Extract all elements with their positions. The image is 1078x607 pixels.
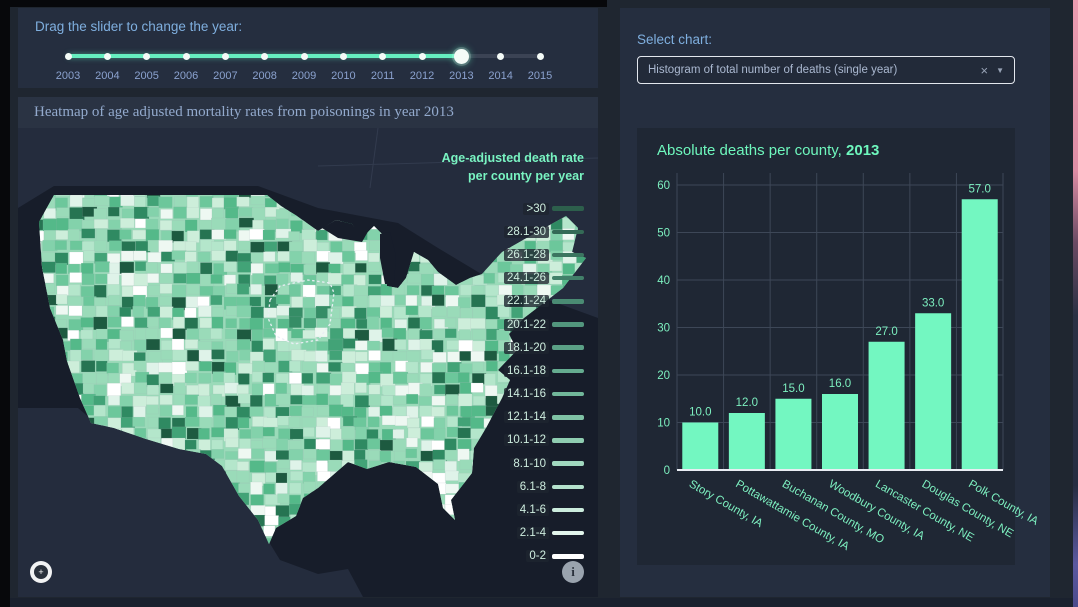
slider-mark-dot-2007[interactable] bbox=[221, 52, 229, 60]
bar-chart-title: Absolute deaths per county, 2013 bbox=[657, 142, 880, 159]
bar-value-label: 15.0 bbox=[782, 383, 804, 395]
bar-value-label: 57.0 bbox=[969, 183, 991, 195]
y-tick-label: 20 bbox=[657, 370, 670, 382]
slider-mark-label-2012: 2012 bbox=[409, 70, 435, 82]
year-slider-card: Drag the slider to change the year: 2003… bbox=[18, 8, 598, 88]
year-slider[interactable]: 2003 2004 2005 2006 2007 2008 2009 2010 2011 2012… bbox=[56, 46, 552, 82]
slider-mark-dot-2015[interactable] bbox=[536, 52, 544, 60]
slider-mark-dot-2004[interactable] bbox=[103, 52, 111, 60]
slider-mark-label-2011: 2011 bbox=[370, 70, 395, 82]
slider-mark-label-2010: 2010 bbox=[331, 70, 356, 82]
bar-Woodbury County, IA[interactable] bbox=[822, 394, 858, 470]
select-chart-label: Select chart: bbox=[637, 32, 713, 47]
slider-mark-label-2015: 2015 bbox=[527, 70, 553, 82]
chart-panel: Select chart: Histogram of total number … bbox=[620, 8, 1050, 597]
chevron-down-icon[interactable]: ▼ bbox=[996, 65, 1004, 75]
slider-mark-label-2004: 2004 bbox=[95, 70, 120, 82]
slider-mark-label-2006: 2006 bbox=[173, 70, 199, 82]
page-scrollbar[interactable] bbox=[1073, 0, 1078, 607]
dropdown-selected-value: Histogram of total number of deaths (sin… bbox=[648, 64, 898, 76]
map-info-button[interactable]: i bbox=[562, 561, 584, 583]
slider-mark-dot-2003[interactable] bbox=[64, 52, 72, 60]
y-tick-label: 40 bbox=[657, 275, 670, 287]
y-tick-label: 50 bbox=[657, 228, 670, 240]
heatmap-card: Heatmap of age adjusted mortality rates … bbox=[18, 97, 598, 597]
bar-chart-card: Absolute deaths per county, 2013 0 10 20 30… bbox=[637, 128, 1040, 565]
bar-Lancaster County, NE[interactable] bbox=[868, 341, 905, 470]
slider-instruction: Drag the slider to change the year: bbox=[35, 19, 243, 34]
y-tick-label: 60 bbox=[657, 180, 670, 192]
slider-handle-2013[interactable] bbox=[453, 48, 469, 64]
slider-mark-label-2013: 2013 bbox=[449, 70, 474, 82]
slider-mark-label-2003: 2003 bbox=[55, 70, 81, 82]
mexico-landmass bbox=[18, 408, 363, 597]
slider-mark-label-2008: 2008 bbox=[252, 70, 277, 82]
bar-value-label: 27.0 bbox=[875, 326, 897, 338]
info-icon: i bbox=[571, 564, 575, 579]
top-bezel bbox=[10, 0, 607, 7]
lake-superior bbox=[322, 220, 370, 242]
slider-mark-dot-2008[interactable] bbox=[261, 52, 269, 60]
slider-mark-label-2009: 2009 bbox=[291, 70, 317, 82]
y-tick-label: 10 bbox=[657, 418, 670, 430]
great-lakes bbox=[380, 232, 396, 284]
page-footer-strip bbox=[10, 598, 1078, 607]
clear-selection-icon[interactable]: × bbox=[980, 62, 989, 78]
bar-value-label: 12.0 bbox=[736, 397, 758, 409]
slider-mark-label-2007: 2007 bbox=[213, 70, 238, 82]
bar-value-label: 10.0 bbox=[689, 407, 711, 419]
bar-Story County, IA[interactable] bbox=[682, 422, 719, 471]
y-tick-label: 0 bbox=[664, 465, 670, 477]
slider-mark-dot-2011[interactable] bbox=[379, 52, 387, 60]
bar-Pottawattamie County, IA[interactable] bbox=[728, 413, 765, 470]
mapbox-logo-icon: + bbox=[34, 565, 48, 579]
slider-mark-dot-2010[interactable] bbox=[339, 52, 347, 60]
slider-mark-dot-2014[interactable] bbox=[497, 52, 505, 60]
bar-Polk County, IA[interactable] bbox=[961, 199, 998, 470]
mapbox-logo-button[interactable]: + bbox=[30, 561, 52, 583]
slider-mark-label-2005: 2005 bbox=[134, 70, 159, 82]
heatmap-title: Heatmap of age adjusted mortality rates … bbox=[18, 97, 598, 128]
canada-landmass bbox=[18, 128, 598, 318]
left-bezel bbox=[0, 0, 10, 607]
y-tick-label: 30 bbox=[657, 323, 670, 335]
selected-region-outline[interactable] bbox=[267, 279, 335, 345]
bar-Buchanan County, MO[interactable] bbox=[775, 398, 812, 470]
slider-mark-dot-2006[interactable] bbox=[182, 52, 190, 60]
slider-mark-dot-2009[interactable] bbox=[300, 52, 308, 60]
chart-select-dropdown[interactable]: Histogram of total number of deaths (sin… bbox=[637, 56, 1015, 84]
slider-mark-dot-2005[interactable] bbox=[143, 52, 151, 60]
bar-Douglas County, NE[interactable] bbox=[915, 313, 952, 470]
choropleth-map[interactable]: Age-adjusted death rate per county per y… bbox=[18, 128, 598, 597]
bar-value-label: 16.0 bbox=[829, 378, 851, 390]
slider-mark-dot-2012[interactable] bbox=[418, 52, 426, 60]
slider-mark-label-2014: 2014 bbox=[488, 70, 513, 82]
bar-value-label: 33.0 bbox=[922, 297, 944, 309]
us-county-choropleth[interactable] bbox=[18, 128, 598, 597]
